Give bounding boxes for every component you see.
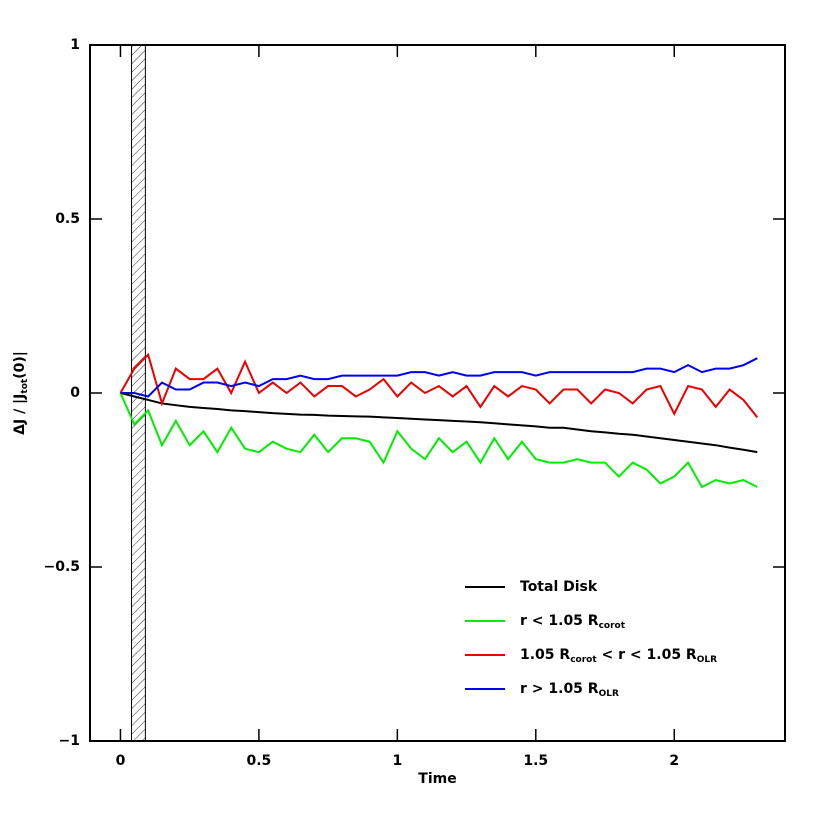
data-line <box>120 392 758 454</box>
legend-label: 1.05 Rcorot < r < 1.05 ROLR <box>520 647 717 665</box>
legend-label: Total Disk <box>520 579 598 595</box>
x-tick-label: 0.5 <box>246 753 271 769</box>
x-axis-label: Time <box>418 771 456 787</box>
data-line <box>120 357 758 398</box>
text-part: < r < 1.05 R <box>597 647 697 663</box>
x-tick-label: 1.5 <box>523 753 548 769</box>
legend-label: r < 1.05 Rcorot <box>520 613 626 631</box>
y-tick-label: −1 <box>59 733 80 749</box>
text-part: 1.05 R <box>520 647 570 663</box>
subscript: corot <box>599 621 626 631</box>
text-part: (0)| <box>12 351 28 379</box>
subscript: OLR <box>697 655 717 665</box>
text-part: Total Disk <box>520 579 598 595</box>
plot-frame <box>89 44 786 742</box>
x-tick-label: 1 <box>392 753 402 769</box>
y-tick-label: 1 <box>70 37 80 53</box>
x-tick-label: 0 <box>116 753 126 769</box>
y-tick-label: 0 <box>70 385 80 401</box>
y-tick-label: 0.5 <box>55 211 80 227</box>
subscript: OLR <box>599 689 619 699</box>
text-part: ΔJ / |J <box>12 394 28 435</box>
data-line <box>119 392 758 489</box>
legend-label: r > 1.05 ROLR <box>520 681 619 699</box>
subscript: tot <box>20 378 30 393</box>
subscript: corot <box>570 655 597 665</box>
y-tick-label: −0.5 <box>43 559 80 575</box>
y-axis-label: ΔJ / |Jtot(0)| <box>12 351 30 435</box>
x-tick-label: 2 <box>669 753 679 769</box>
text-part: r > 1.05 R <box>520 681 599 697</box>
text-part: r < 1.05 R <box>520 613 599 629</box>
